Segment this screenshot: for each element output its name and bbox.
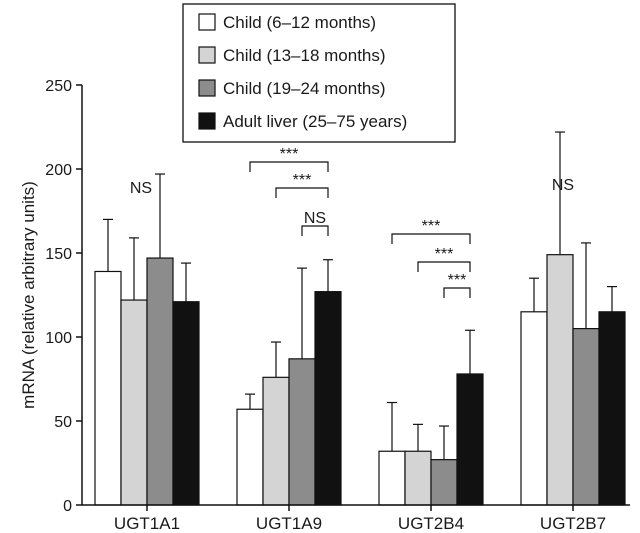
y-axis: 0 50 100 150 200 250 mRNA (relative arbitrary …: [19, 78, 83, 515]
category-label: UGT2B7: [540, 514, 606, 533]
bar: [236, 408, 264, 506]
significance-label: ***: [422, 218, 441, 235]
bar: [172, 301, 200, 506]
category-label: UGT1A9: [256, 514, 322, 533]
legend-swatch: [198, 13, 216, 31]
y-tick-label: 50: [54, 414, 72, 431]
bar: [288, 358, 316, 506]
legend: Child (6–12 months) Child (13–18 months) C…: [182, 3, 456, 143]
bar: [314, 291, 342, 506]
bar: [262, 376, 290, 506]
legend-swatch: [198, 46, 216, 64]
legend-swatch: [198, 112, 216, 130]
y-tick-label: 100: [45, 330, 72, 347]
significance-label: NS: [552, 177, 574, 194]
bar: [572, 328, 600, 506]
significance-label: ***: [280, 146, 299, 163]
bar: [378, 450, 406, 506]
y-tick-label: 0: [63, 498, 72, 515]
legend-label: Child (6–12 months): [223, 13, 376, 32]
bar: [456, 373, 484, 506]
legend-swatch: [198, 79, 216, 97]
y-tick-label: 150: [45, 246, 72, 263]
x-axis: UGT1A1 UGT1A9 UGT2B4 UGT2B7: [82, 504, 630, 533]
legend-label: Child (13–18 months): [223, 46, 386, 65]
bar: [404, 450, 432, 506]
legend-box: [182, 3, 456, 143]
bar: [94, 270, 122, 506]
y-tick-label: 200: [45, 162, 72, 179]
significance-bracket: [301, 225, 329, 236]
significance-label: ***: [293, 172, 312, 189]
significance-label: ***: [435, 246, 454, 263]
significance-bracket: [391, 233, 471, 244]
significance-annotations: NS *** *** NS *** *** *** NS: [130, 146, 574, 298]
significance-bracket: [249, 161, 329, 172]
category-label: UGT2B4: [398, 514, 464, 533]
significance-bracket: [275, 187, 329, 198]
significance-label: ***: [448, 272, 467, 289]
bar: [146, 257, 174, 506]
bar: [120, 299, 148, 506]
error-bars: [103, 131, 617, 460]
y-tick-label: 250: [45, 78, 72, 95]
significance-bracket: [443, 287, 471, 298]
significance-bracket: [417, 261, 471, 272]
bar: [520, 311, 548, 506]
legend-label: Child (19–24 months): [223, 79, 386, 98]
legend-label: Adult liver (25–75 years): [223, 112, 407, 131]
bar: [546, 254, 574, 506]
bar: [430, 459, 458, 506]
significance-label: NS: [130, 180, 152, 197]
y-axis-title: mRNA (relative arbitrary units): [19, 181, 38, 409]
bar: [598, 311, 626, 506]
significance-label: NS: [304, 210, 326, 227]
bar-groups: [94, 254, 626, 506]
category-label: UGT1A1: [114, 514, 180, 533]
